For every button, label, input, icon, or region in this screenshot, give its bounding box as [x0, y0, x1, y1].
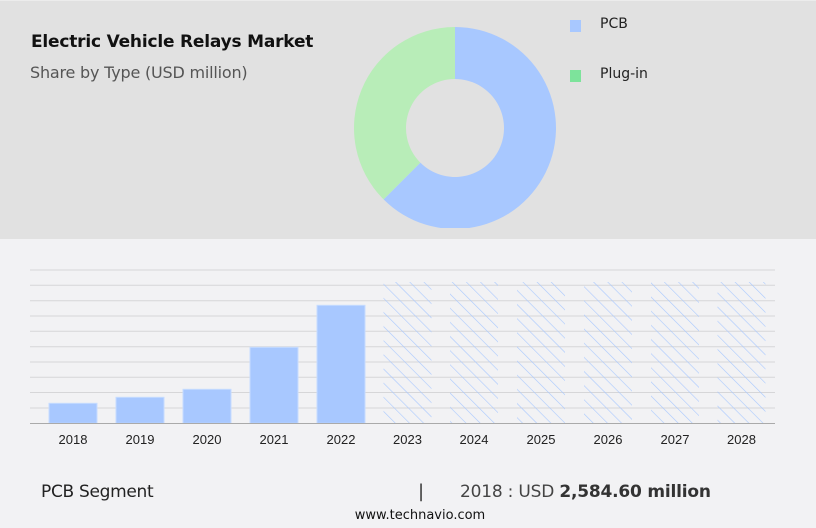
bar-2026[interactable]	[584, 282, 632, 424]
bar-2021[interactable]	[249, 346, 299, 424]
bar-2025[interactable]	[517, 282, 565, 424]
legend-item-plugin[interactable]: Plug-in	[570, 66, 648, 83]
x-tick-2026: 2026	[593, 432, 623, 447]
bar-2018[interactable]	[48, 402, 98, 424]
x-tick-2023: 2023	[393, 432, 422, 447]
legend-label-pcb: PCB	[600, 16, 628, 32]
forecast-bars	[383, 282, 766, 424]
segment-label: PCB Segment	[41, 482, 154, 502]
bar-2023[interactable]	[383, 282, 432, 424]
x-tick-2022: 2022	[326, 432, 356, 447]
legend-label-plugin: Plug-in	[600, 66, 648, 82]
donut-slice-pcb[interactable]	[383, 27, 556, 229]
bar-2022[interactable]	[316, 304, 366, 424]
x-tick-2018: 2018	[58, 432, 88, 447]
source-url[interactable]: www.technavio.com	[354, 508, 486, 523]
donut-chart	[353, 27, 556, 229]
legend-swatch-pcb	[570, 20, 581, 32]
x-tick-2027: 2027	[660, 432, 690, 447]
bar-2024[interactable]	[450, 282, 498, 424]
x-tick-2028: 2028	[727, 432, 756, 447]
legend-item-pcb[interactable]: PCB	[570, 16, 628, 33]
x-tick-2024: 2024	[459, 432, 489, 447]
x-tick-2019: 2019	[125, 432, 155, 447]
segment-value: 2018 : USD 2,584.60 million	[460, 482, 711, 502]
historical-bars	[48, 304, 366, 424]
footer-separator: |	[418, 481, 425, 502]
x-tick-2021: 2021	[259, 432, 289, 447]
x-tick-2025: 2025	[526, 432, 556, 447]
x-tick-2020: 2020	[192, 432, 222, 447]
bar-2027[interactable]	[651, 282, 699, 424]
segment-value-amount: 2,584.60 million	[559, 482, 711, 502]
donut-slice-plugin[interactable]	[353, 27, 455, 200]
bar-2028[interactable]	[717, 282, 766, 424]
bar-2020[interactable]	[182, 388, 232, 424]
bar-2019[interactable]	[115, 396, 165, 424]
chart-subtitle: Share by Type (USD million)	[30, 63, 248, 82]
legend-swatch-plugin	[570, 70, 581, 82]
chart-title: Electric Vehicle Relays Market	[31, 32, 314, 52]
segment-year-label: 2018 : USD	[460, 482, 555, 502]
